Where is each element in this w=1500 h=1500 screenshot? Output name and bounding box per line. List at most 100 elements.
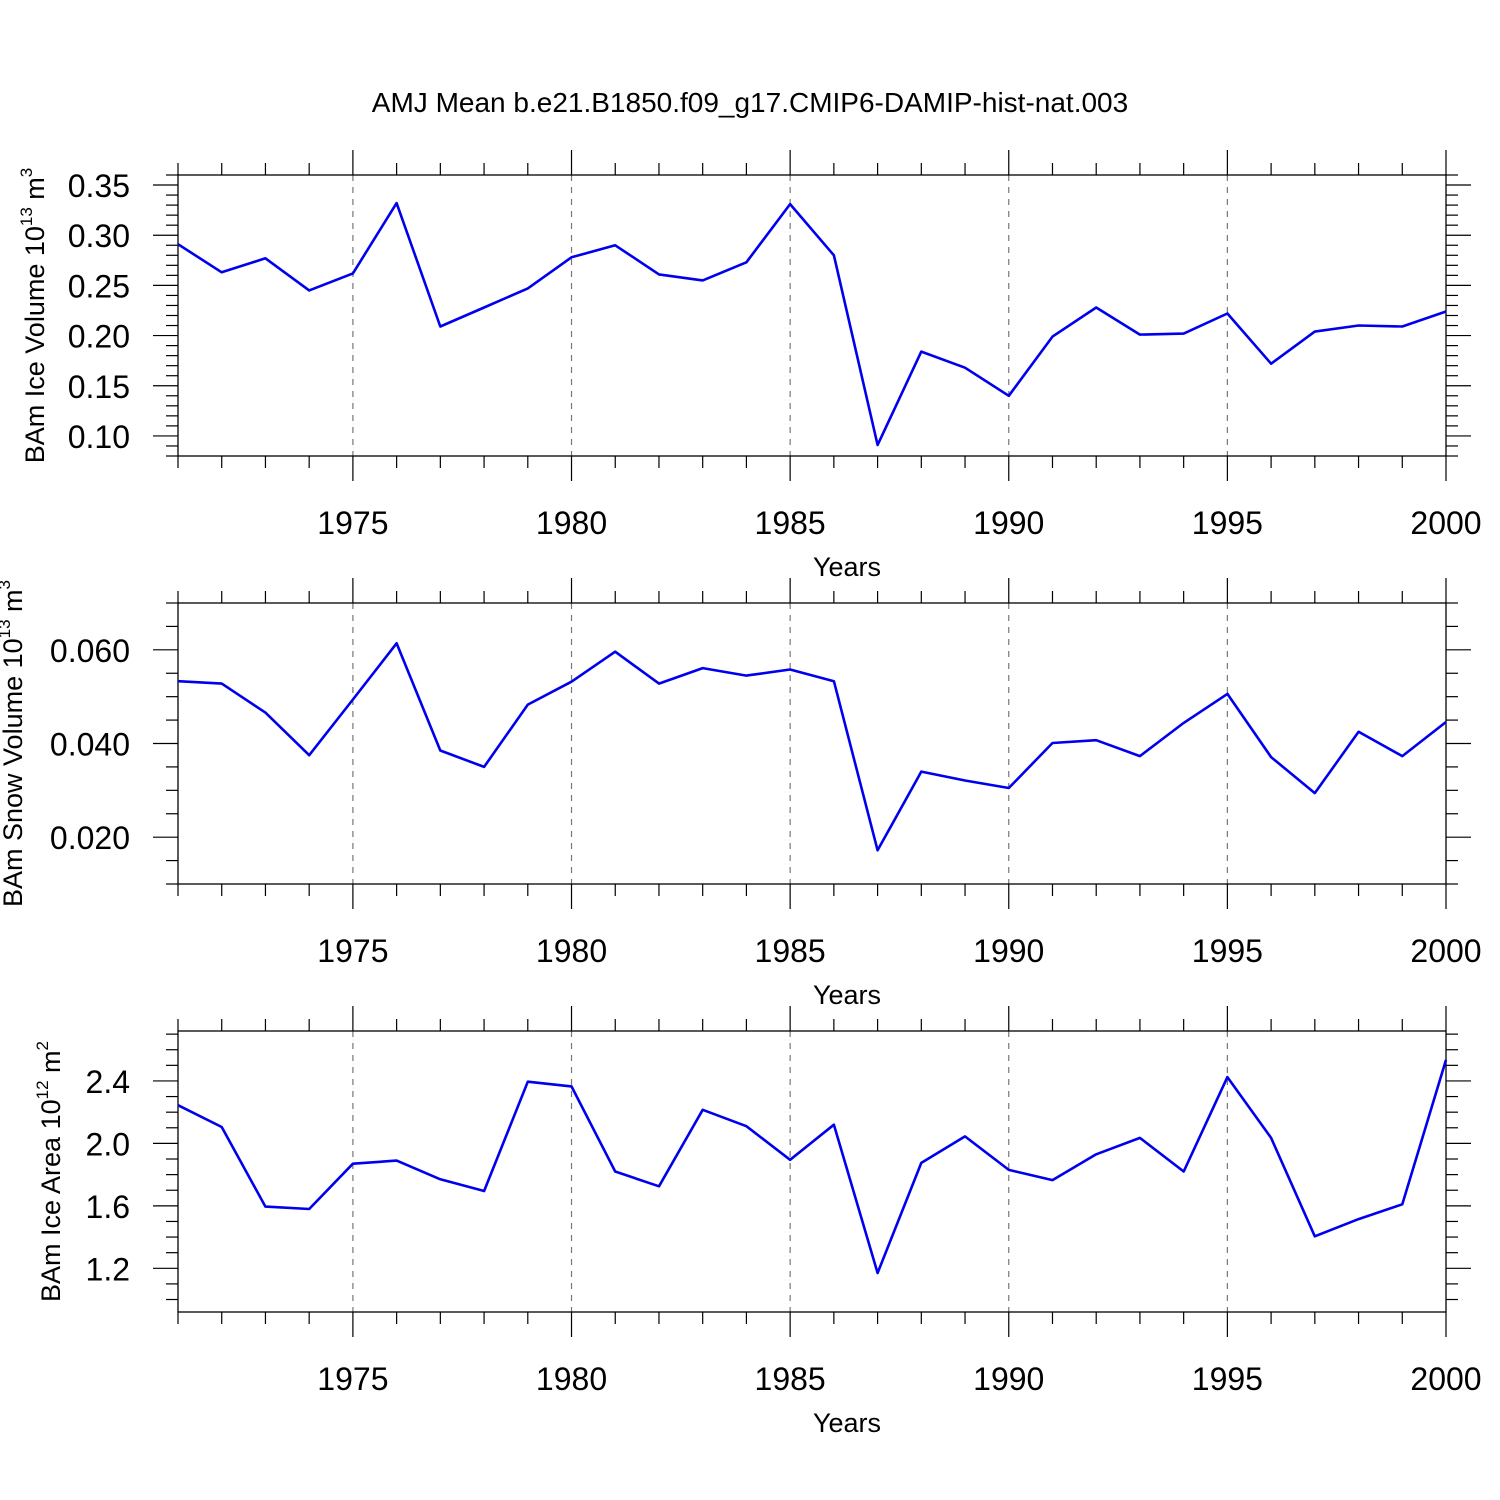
data-point (1401, 1203, 1404, 1206)
y-axis-label: BAm Ice Area 1012 m2 (33, 1041, 66, 1302)
data-point (745, 1125, 748, 1128)
data-point (1270, 1136, 1273, 1139)
data-point (920, 350, 923, 353)
data-point (789, 203, 792, 206)
data-point (570, 256, 573, 259)
data-point (351, 272, 354, 275)
x-axis-label: Years (813, 1408, 881, 1438)
data-point (1007, 394, 1010, 397)
series-line (177, 1059, 1448, 1275)
x-tick-label: 1980 (536, 1361, 607, 1397)
data-point (526, 1080, 529, 1083)
data-point (701, 1108, 704, 1111)
data-point (657, 1185, 660, 1188)
data-point (220, 271, 223, 274)
data-point (308, 1207, 311, 1210)
data-point (351, 698, 354, 701)
data-point (657, 682, 660, 685)
data-point (570, 1085, 573, 1088)
data-point (964, 366, 967, 369)
x-tick-label: 1990 (973, 505, 1044, 541)
data-point (177, 680, 180, 683)
data-point (1138, 333, 1141, 336)
plot-frame (177, 174, 1447, 457)
data-point (308, 289, 311, 292)
data-point (1051, 1179, 1054, 1182)
y-axis-label: BAm Snow Volume 1013 m3 (0, 580, 28, 907)
data-point (745, 261, 748, 264)
data-point (1401, 325, 1404, 328)
data-point (920, 1161, 923, 1164)
data-point (789, 1158, 792, 1161)
x-tick-label: 2000 (1410, 1361, 1481, 1397)
data-point (483, 765, 486, 768)
data-point (1445, 720, 1448, 723)
x-tick-label: 1980 (536, 505, 607, 541)
y-tick-label: 1.6 (86, 1189, 130, 1225)
data-point (1138, 755, 1141, 758)
x-tick-label: 1995 (1192, 1361, 1263, 1397)
x-tick-label: 1985 (755, 933, 826, 969)
data-point (395, 1159, 398, 1162)
x-tick-label: 1975 (317, 505, 388, 541)
data-point (1226, 312, 1229, 315)
data-point (483, 306, 486, 309)
data-point (264, 711, 267, 714)
x-tick-label: 1975 (317, 1361, 388, 1397)
data-point (614, 1170, 617, 1173)
data-point (701, 667, 704, 670)
y-tick-label: 0.30 (68, 218, 130, 254)
data-point (964, 1135, 967, 1138)
data-point (964, 779, 967, 782)
data-point (1182, 332, 1185, 335)
data-point (1357, 730, 1360, 733)
x-tick-label: 2000 (1410, 505, 1481, 541)
data-point (1313, 792, 1316, 795)
data-point (832, 254, 835, 257)
x-tick-label: 2000 (1410, 933, 1481, 969)
data-point (1095, 1153, 1098, 1156)
data-point (1226, 1076, 1229, 1079)
data-point (1007, 1168, 1010, 1171)
figure-title: AMJ Mean b.e21.B1850.f09_g17.CMIP6-DAMIP… (372, 87, 1128, 118)
x-tick-label: 1980 (536, 933, 607, 969)
x-tick-label: 1975 (317, 933, 388, 969)
series-line (177, 201, 1447, 447)
series-line (177, 641, 1447, 852)
y-tick-label: 0.10 (68, 419, 130, 455)
y-tick-label: 1.2 (86, 1251, 130, 1287)
x-tick-label: 1995 (1192, 505, 1263, 541)
data-point (614, 650, 617, 653)
data-point (876, 1271, 879, 1274)
y-tick-label: 0.040 (50, 727, 130, 763)
data-point (657, 273, 660, 276)
plot-frame (177, 602, 1447, 885)
data-point (351, 1162, 354, 1165)
data-point (177, 243, 180, 246)
data-point (1182, 721, 1185, 724)
data-point (745, 674, 748, 677)
chart-panel-3: 1975 1980 1985 1990 1995 2000 Years 1.2 1.6 2.0 2.… (33, 1006, 1482, 1438)
data-point (1270, 362, 1273, 365)
y-tick-label: 0.25 (68, 268, 130, 304)
x-tick-label: 1990 (973, 1361, 1044, 1397)
data-point (264, 1205, 267, 1208)
data-point (439, 325, 442, 328)
data-point (876, 849, 879, 852)
x-tick-label: 1985 (755, 1361, 826, 1397)
data-point (920, 770, 923, 773)
data-point (1095, 306, 1098, 309)
data-point (264, 257, 267, 260)
chart-panel-1: 1975 1980 1985 1990 1995 2000 Years 0.10 0.15 0.2… (17, 150, 1482, 582)
data-point (439, 1178, 442, 1181)
x-tick-label: 1990 (973, 933, 1044, 969)
data-point (832, 680, 835, 683)
data-point (1138, 1136, 1141, 1139)
data-point (1357, 324, 1360, 327)
y-axis-label: BAm Ice Volume 1013 m3 (17, 168, 50, 464)
data-point (1051, 742, 1054, 745)
data-point (876, 443, 879, 446)
x-axis-label: Years (813, 980, 881, 1010)
data-point (220, 682, 223, 685)
